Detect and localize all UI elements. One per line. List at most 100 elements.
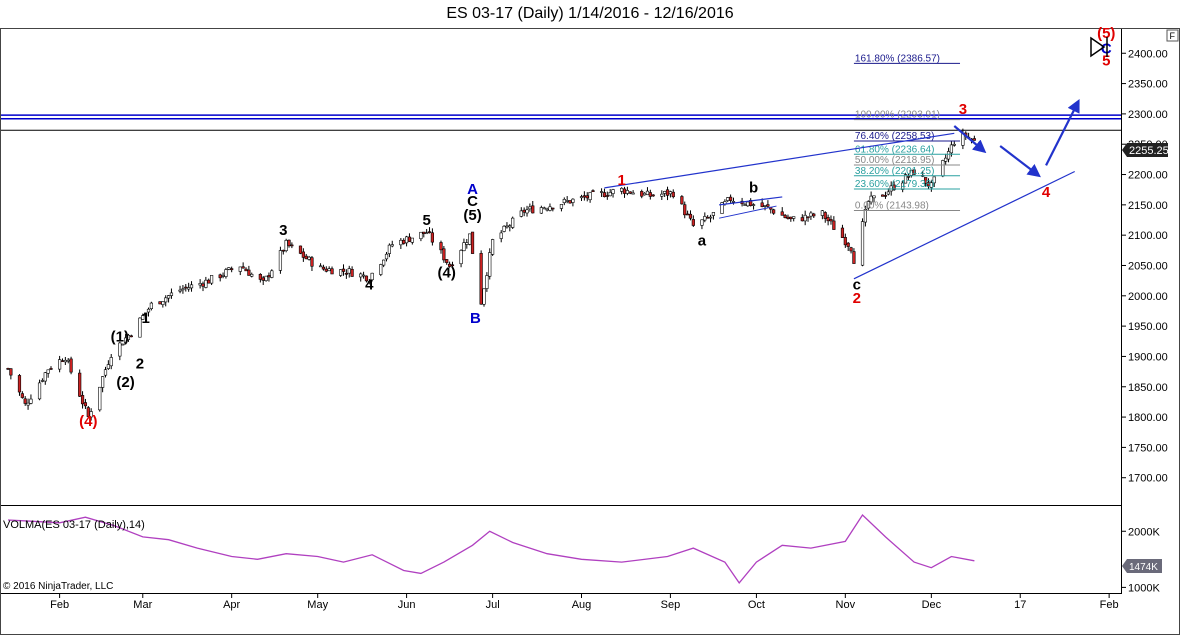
candle-body [860, 221, 865, 266]
candle-body [883, 195, 888, 197]
candle-body [230, 268, 234, 271]
volma-panel [7, 513, 975, 584]
wave-label: (4) [438, 265, 456, 282]
candle-body [743, 204, 747, 206]
candle-body [631, 192, 635, 195]
candle-body [58, 359, 62, 370]
candle-body [559, 204, 564, 209]
candle-body [399, 239, 403, 246]
candle-body [545, 208, 549, 211]
candle-body [852, 251, 856, 264]
volma-indicator-label: VOLMA(ES 03-17 (Daily),14) [3, 519, 145, 531]
candle-body [502, 225, 506, 232]
wave-label: 1 [141, 310, 149, 327]
candle-body [783, 214, 787, 218]
candle-body [863, 208, 867, 223]
candle-body [568, 200, 572, 204]
candle-body [800, 217, 804, 222]
candle-body [60, 360, 65, 362]
candle-body [706, 216, 710, 219]
candle-body [40, 380, 45, 382]
candle-body [591, 190, 595, 193]
candle-body [462, 242, 466, 252]
candle-body [78, 372, 82, 397]
candle-body [138, 317, 142, 338]
candle-body [327, 268, 331, 272]
wave-label: 4 [365, 277, 374, 294]
candle-body [17, 375, 22, 393]
candle-body [9, 368, 13, 376]
candle-body [903, 174, 908, 184]
candle-body [103, 369, 108, 376]
candle-body [562, 199, 566, 204]
wave-label: 1 [617, 172, 625, 189]
y-tick-label: 2400.00 [1128, 48, 1168, 60]
candle-body [688, 213, 693, 219]
candle-body [241, 266, 245, 269]
fib-level-label: 23.60% (2179.38) [855, 179, 935, 190]
panel-settings-button[interactable] [1166, 29, 1179, 42]
candle-body [49, 368, 53, 370]
candle-body [465, 242, 469, 245]
x-tick-label: Jun [398, 599, 416, 611]
trendline [719, 205, 777, 219]
candle-body [123, 337, 128, 344]
candle-body [43, 372, 47, 382]
candle-body [924, 177, 928, 184]
candle-body [425, 232, 429, 235]
candle-body [6, 368, 10, 370]
candle-body [98, 386, 102, 411]
volma-y-tick-label: 1000K [1128, 582, 1160, 594]
candle-body [711, 212, 716, 216]
x-axis: Feb Mar Apr May Jun Jul Aug Sep Oct Nov Dec 17 Feb [50, 594, 1119, 611]
fib-level-label: 50.00% (2218.95) [855, 155, 935, 166]
candle-body [46, 369, 50, 374]
candle-body [301, 251, 305, 258]
candle-body [792, 216, 796, 219]
candle-body [310, 257, 314, 267]
candle-body [178, 289, 182, 292]
candle-body [121, 343, 125, 346]
candle-body [645, 190, 650, 196]
y-tick-label: 1950.00 [1128, 321, 1168, 333]
candle-body [491, 239, 495, 255]
candle-body [187, 287, 191, 290]
candle-body [118, 342, 122, 357]
candle-body [370, 272, 374, 281]
fib-level-label: 76.40% (2258.53) [855, 131, 935, 142]
last-price-tag: 2255.25 [1122, 143, 1169, 157]
candle-body [141, 315, 145, 320]
candle-body [663, 191, 667, 194]
candle-body [952, 143, 956, 146]
y-tick-label: 2350.00 [1128, 79, 1168, 91]
candle-body [892, 184, 896, 191]
candle-body [181, 288, 185, 291]
candle-body [880, 194, 885, 197]
candle-body [806, 216, 810, 219]
candle-body [161, 301, 165, 305]
candle-body [906, 176, 911, 178]
candle-body [872, 195, 876, 199]
x-tick-label: Aug [572, 599, 592, 611]
candle-body [258, 273, 262, 280]
candle-body [390, 244, 394, 247]
candle-body [972, 138, 976, 141]
wave-label: 3 [279, 222, 287, 239]
projection-arrow [953, 125, 987, 154]
candle-body [485, 275, 489, 289]
candle-body [929, 182, 933, 188]
wave-label: (5) [1097, 25, 1115, 42]
candle-body [321, 266, 326, 270]
x-tick-label: Dec [922, 599, 942, 611]
wave-label: (1) [111, 328, 129, 345]
fib-level-label: 0.00% (2143.98) [855, 200, 929, 211]
y-tick-label: 2050.00 [1128, 260, 1168, 272]
candle-body [944, 157, 948, 162]
play-forward-icon[interactable] [1090, 36, 1108, 58]
candle-body [83, 402, 88, 407]
trendline [604, 132, 955, 189]
candle-body [69, 358, 73, 373]
candle-body [347, 268, 351, 274]
price-panel-frame [0, 28, 1122, 506]
